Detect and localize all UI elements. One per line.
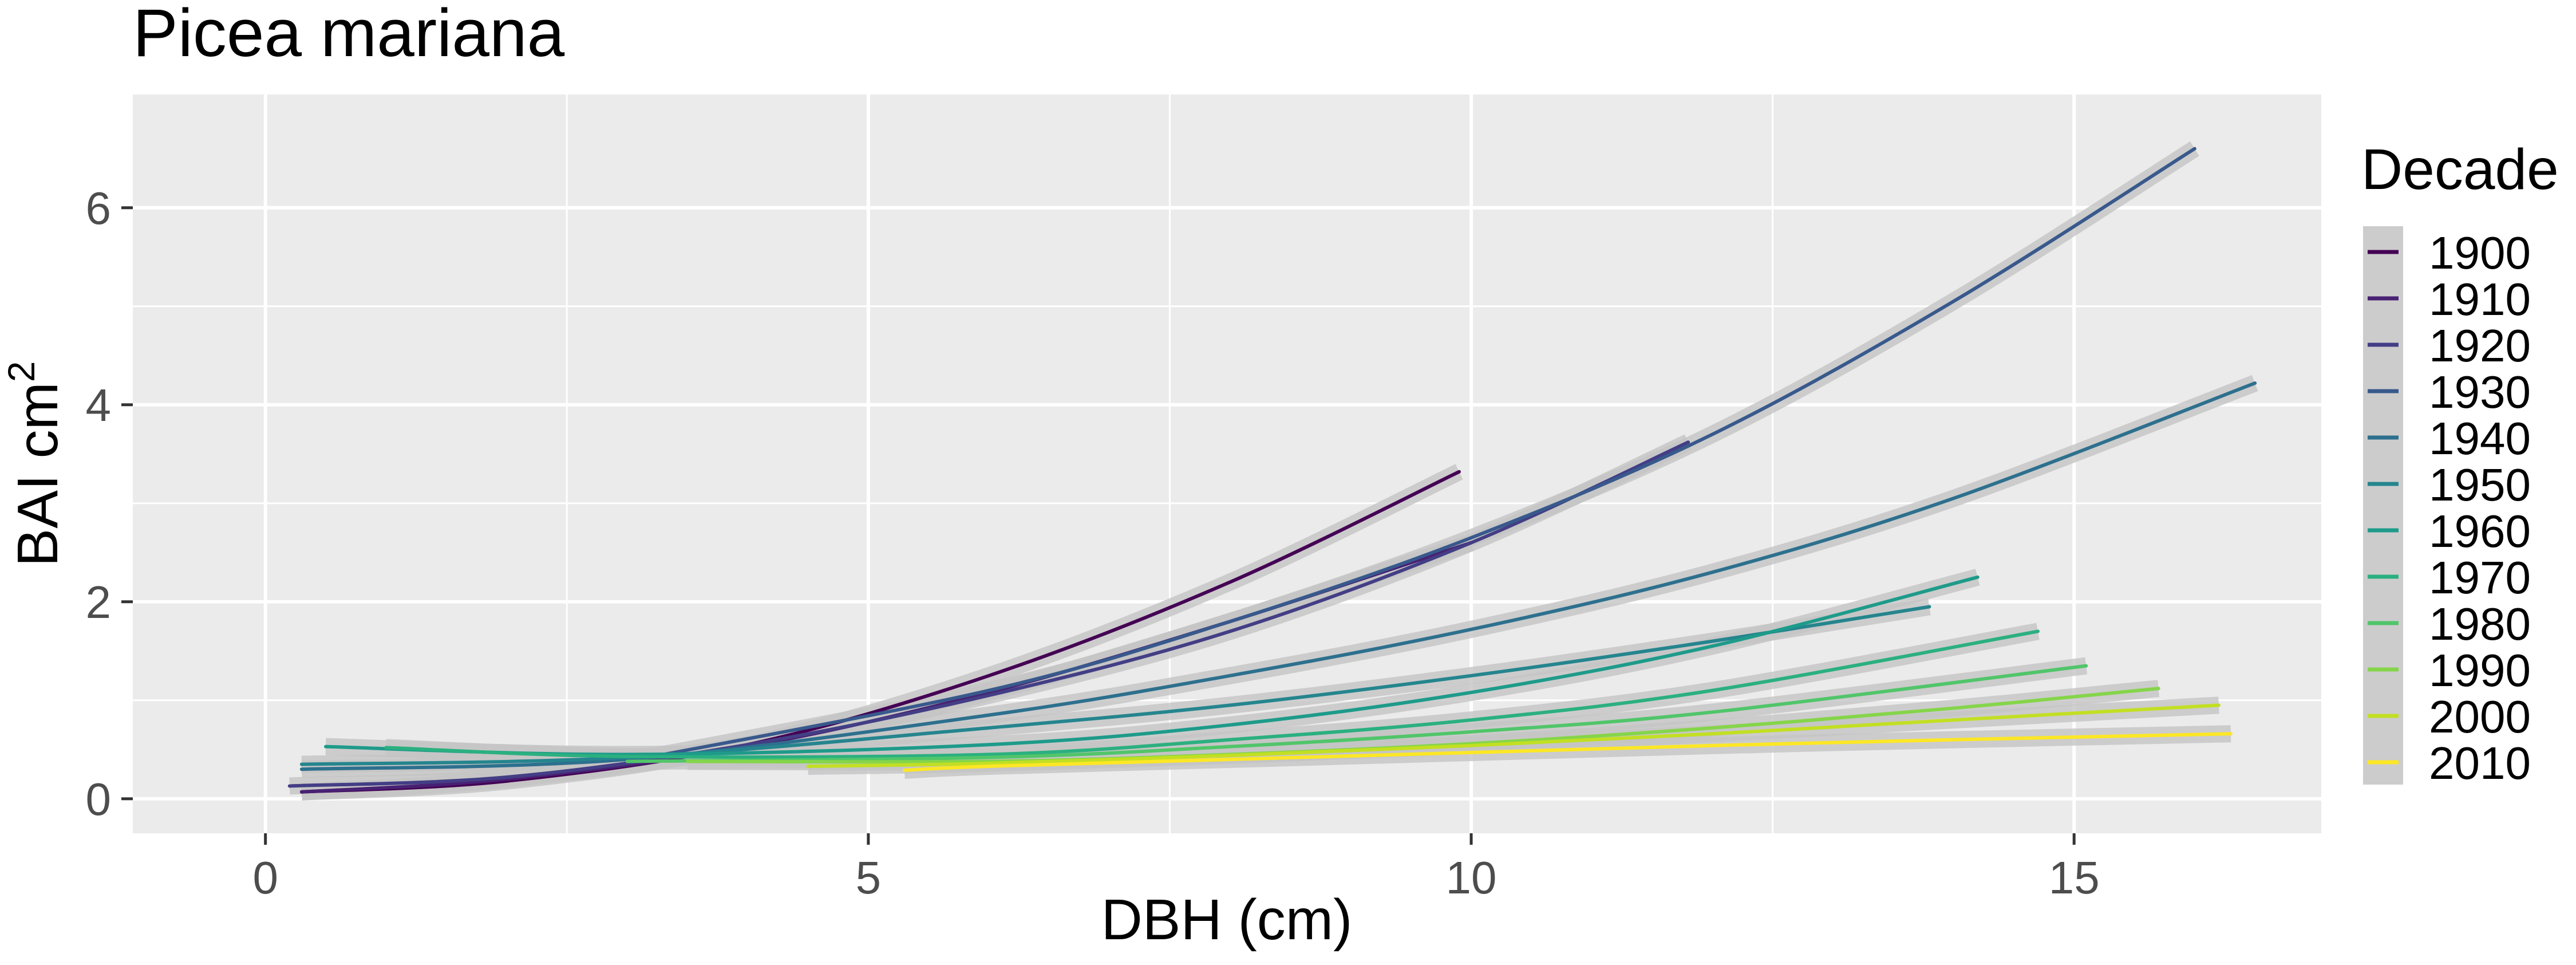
series-line-1900 — [299, 470, 1461, 794]
y-axis-label-main: BAI cm — [6, 382, 70, 566]
series-line-1990 — [685, 687, 2160, 764]
y-tick-label: 0 — [86, 774, 112, 825]
y-tick-label: 4 — [86, 380, 112, 431]
x-tick-label: 15 — [2049, 852, 2100, 903]
y-tick-label: 2 — [86, 577, 112, 628]
series-line-1950 — [299, 605, 1931, 766]
legend-items: 1900191019201930194019501960197019801990… — [2368, 227, 2531, 789]
legend-label-1960: 1960 — [2429, 506, 2531, 557]
legend-label-1940: 1940 — [2429, 413, 2531, 464]
legend-label-1930: 1930 — [2429, 367, 2531, 417]
y-axis: 0 2 4 6 — [86, 183, 133, 825]
x-tick-label: 10 — [1446, 852, 1497, 903]
legend-label-1950: 1950 — [2429, 459, 2531, 510]
legend-label-2010: 2010 — [2429, 738, 2531, 789]
legend-label-1910: 1910 — [2429, 274, 2531, 325]
series-line-1960 — [324, 575, 1980, 757]
x-tick-label: 0 — [252, 852, 278, 903]
series-line-1970 — [384, 629, 2040, 759]
series-line-2000 — [806, 703, 2221, 769]
legend: Decade 190019101920193019401950196019701… — [2361, 137, 2559, 789]
x-axis-label: DBH (cm) — [1101, 888, 1353, 952]
series-lines — [287, 147, 2257, 794]
legend-title: Decade — [2361, 137, 2559, 202]
series-line-1980 — [625, 664, 2088, 763]
y-axis-label: BAI cm2 — [0, 361, 70, 567]
legend-label-1900: 1900 — [2429, 227, 2531, 278]
legend-label-1980: 1980 — [2429, 598, 2531, 649]
y-tick-label: 6 — [86, 183, 112, 234]
legend-label-1920: 1920 — [2429, 320, 2531, 371]
series-line-1920 — [287, 440, 1690, 788]
y-axis-label-sup: 2 — [0, 361, 42, 383]
legend-band-backdrop — [2363, 226, 2403, 785]
legend-label-1970: 1970 — [2429, 552, 2531, 603]
x-tick-label: 5 — [856, 852, 882, 903]
series-line-1930 — [625, 147, 2196, 763]
series-line-2010 — [903, 732, 2233, 772]
chart-title: Picea mariana — [133, 0, 565, 71]
legend-label-1990: 1990 — [2429, 645, 2531, 696]
legend-label-2000: 2000 — [2429, 691, 2531, 742]
x-axis: 0 5 10 15 — [252, 833, 2100, 903]
